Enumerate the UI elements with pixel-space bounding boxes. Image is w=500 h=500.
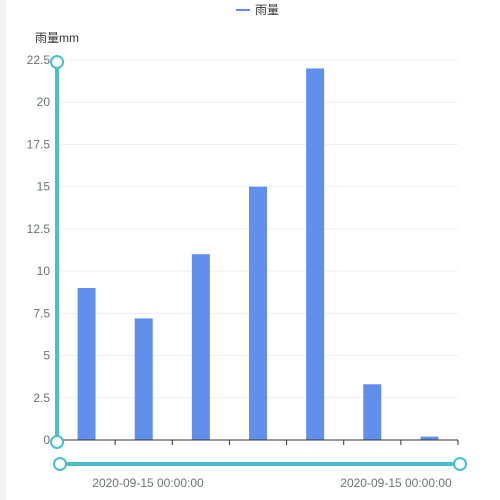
x-zoom-right-handle[interactable] <box>453 457 467 471</box>
y-tick-label: 5 <box>43 349 50 363</box>
bar[interactable] <box>363 384 382 440</box>
y-tick-label: 7.5 <box>33 306 50 320</box>
y-tick-label: 12.5 <box>27 222 51 236</box>
bar[interactable] <box>420 436 439 440</box>
bar[interactable] <box>306 68 325 440</box>
y-zoom-top-handle[interactable] <box>50 55 64 69</box>
bar[interactable] <box>134 318 153 440</box>
y-tick-label: 15 <box>37 180 51 194</box>
x-zoom-end-label: 2020-09-15 00:00:00 <box>340 476 452 490</box>
y-tick-label: 17.5 <box>27 137 51 151</box>
legend[interactable]: 雨量 <box>236 3 279 17</box>
y-axis-ticks: 0 2.5 5 7.5 10 12.5 15 17.5 20 22.5 <box>27 53 51 447</box>
bar[interactable] <box>191 254 210 440</box>
x-zoom-left-handle[interactable] <box>53 457 67 471</box>
bar[interactable] <box>249 186 267 440</box>
y-tick-label: 22.5 <box>27 53 51 67</box>
bar[interactable] <box>77 288 96 440</box>
y-tick-label: 0 <box>43 433 50 447</box>
y-tick-label: 10 <box>37 264 51 278</box>
x-data-zoom[interactable]: 2020-09-15 00:00:00 2020-09-15 00:00:00 <box>53 457 467 490</box>
bar-series <box>77 68 439 440</box>
legend-label: 雨量 <box>255 3 279 17</box>
y-zoom-bottom-handle[interactable] <box>50 435 64 449</box>
x-axis-ticks <box>57 440 459 445</box>
y-tick-label: 20 <box>37 95 51 109</box>
y-axis-name: 雨量mm <box>35 31 79 45</box>
x-zoom-start-label: 2020-09-15 00:00:00 <box>92 476 204 490</box>
y-data-zoom[interactable] <box>50 55 64 449</box>
y-tick-label: 2.5 <box>33 391 50 405</box>
left-edge-strip <box>0 0 6 500</box>
